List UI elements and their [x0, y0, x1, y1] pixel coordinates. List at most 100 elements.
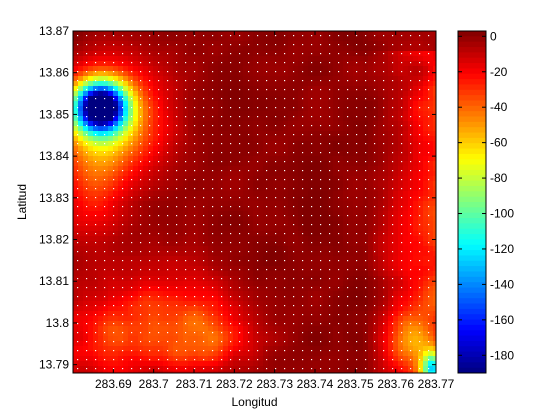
heatmap-cell — [153, 96, 159, 102]
heatmap-cell — [108, 316, 114, 322]
heatmap-cell — [148, 136, 154, 142]
heatmap-cell — [358, 51, 364, 57]
heatmap-cell — [248, 166, 254, 172]
heatmap-cell — [388, 291, 394, 297]
heatmap-cell — [418, 141, 424, 147]
heatmap-cell — [83, 36, 89, 42]
heatmap-cell — [158, 211, 164, 217]
heatmap-cell — [153, 76, 159, 82]
heatmap-cell — [428, 181, 434, 187]
heatmap-cell — [348, 301, 354, 307]
heatmap-cell — [233, 356, 239, 362]
heatmap-cell — [158, 111, 164, 117]
heatmap-cell — [388, 311, 394, 317]
heatmap-cell — [258, 146, 264, 152]
heatmap-cell — [78, 56, 84, 62]
heatmap-cell — [408, 271, 414, 277]
heatmap-cell — [393, 116, 399, 122]
heatmap-cell — [248, 241, 254, 247]
heatmap-cell — [383, 156, 389, 162]
heatmap-cell — [213, 271, 219, 277]
heatmap-cell — [213, 331, 219, 337]
heatmap-cell — [343, 86, 349, 92]
heatmap-cell — [318, 126, 324, 132]
heatmap-cell — [328, 101, 334, 107]
heatmap-cell — [213, 66, 219, 72]
heatmap-cell — [113, 216, 119, 222]
heatmap-cell — [313, 186, 319, 192]
heatmap-cell — [268, 241, 274, 247]
heatmap-cell — [398, 131, 404, 137]
heatmap-cell — [213, 216, 219, 222]
heatmap-cell — [303, 206, 309, 212]
heatmap-cell — [233, 136, 239, 142]
heatmap-cell — [178, 51, 184, 57]
heatmap-cell — [88, 46, 94, 52]
heatmap-cell — [88, 281, 94, 287]
heatmap-cell — [413, 366, 419, 372]
heatmap-cell — [313, 61, 319, 67]
heatmap-cell — [153, 156, 159, 162]
heatmap-cell — [268, 226, 274, 232]
heatmap-cell — [338, 346, 344, 352]
heatmap-cell — [163, 111, 169, 117]
heatmap-cell — [253, 366, 259, 372]
heatmap-cell — [218, 351, 224, 357]
heatmap-cell — [178, 346, 184, 352]
heatmap-cell — [113, 366, 119, 372]
heatmap-cell — [208, 311, 214, 317]
heatmap-cell — [183, 266, 189, 272]
heatmap-cell — [123, 116, 129, 122]
heatmap-cell — [358, 146, 364, 152]
heatmap-cell — [268, 356, 274, 362]
heatmap-cell — [433, 291, 437, 297]
heatmap-cell — [333, 36, 339, 42]
heatmap-cell — [163, 81, 169, 87]
heatmap-cell — [203, 211, 209, 217]
heatmap-cell — [138, 166, 144, 172]
heatmap-cell — [213, 156, 219, 162]
heatmap-cell — [333, 286, 339, 292]
heatmap-cell — [213, 186, 219, 192]
heatmap-cell — [313, 101, 319, 107]
heatmap-cell — [208, 326, 214, 332]
heatmap-cell — [188, 216, 194, 222]
heatmap-cell — [258, 366, 264, 372]
heatmap-cell — [73, 336, 79, 342]
heatmap-cell — [113, 356, 119, 362]
heatmap-cell — [333, 281, 339, 287]
heatmap-cell — [283, 211, 289, 217]
heatmap-cell — [378, 181, 384, 187]
heatmap-cell — [348, 246, 354, 252]
heatmap-cell — [83, 261, 89, 267]
heatmap-cell — [398, 361, 404, 367]
heatmap-cell — [83, 351, 89, 357]
heatmap-cell — [163, 276, 169, 282]
heatmap-cell — [218, 106, 224, 112]
heatmap-cell — [293, 171, 299, 177]
heatmap-cell — [413, 251, 419, 257]
heatmap-cell — [318, 256, 324, 262]
heatmap-cell — [238, 146, 244, 152]
heatmap-cell — [148, 281, 154, 287]
heatmap-cell — [208, 296, 214, 302]
heatmap-cell — [373, 181, 379, 187]
heatmap-cell — [83, 96, 89, 102]
heatmap-cell — [408, 236, 414, 242]
heatmap-cell — [78, 286, 84, 292]
heatmap-cell — [158, 346, 164, 352]
heatmap-cell — [178, 166, 184, 172]
heatmap-cell — [338, 196, 344, 202]
heatmap-cell — [243, 66, 249, 72]
heatmap-cell — [293, 366, 299, 372]
heatmap-cell — [268, 221, 274, 227]
heatmap-cell — [128, 91, 134, 97]
heatmap-cell — [358, 276, 364, 282]
heatmap-cell — [338, 211, 344, 217]
heatmap-cell — [293, 81, 299, 87]
heatmap-cell — [228, 76, 234, 82]
heatmap-cell — [263, 281, 269, 287]
heatmap-cell — [258, 121, 264, 127]
heatmap-cell — [288, 186, 294, 192]
heatmap-cell — [143, 271, 149, 277]
